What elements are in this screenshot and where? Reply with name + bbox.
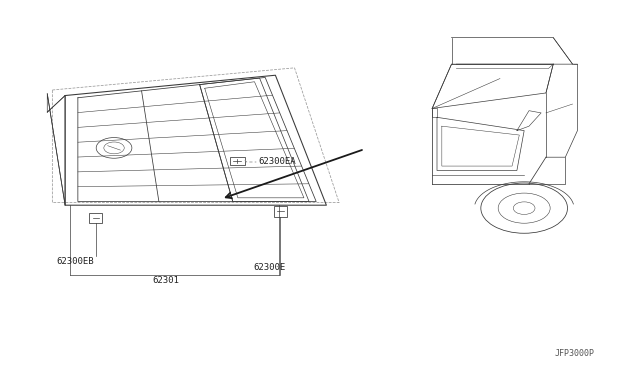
Text: 62300EA: 62300EA xyxy=(258,157,296,166)
Bar xyxy=(230,157,245,165)
Bar xyxy=(90,212,102,223)
Bar xyxy=(274,206,287,217)
Text: 62301: 62301 xyxy=(152,276,179,285)
Text: JFP3000P: JFP3000P xyxy=(554,350,595,359)
Text: 62300E: 62300E xyxy=(253,263,285,272)
Text: 62300EB: 62300EB xyxy=(57,257,95,266)
